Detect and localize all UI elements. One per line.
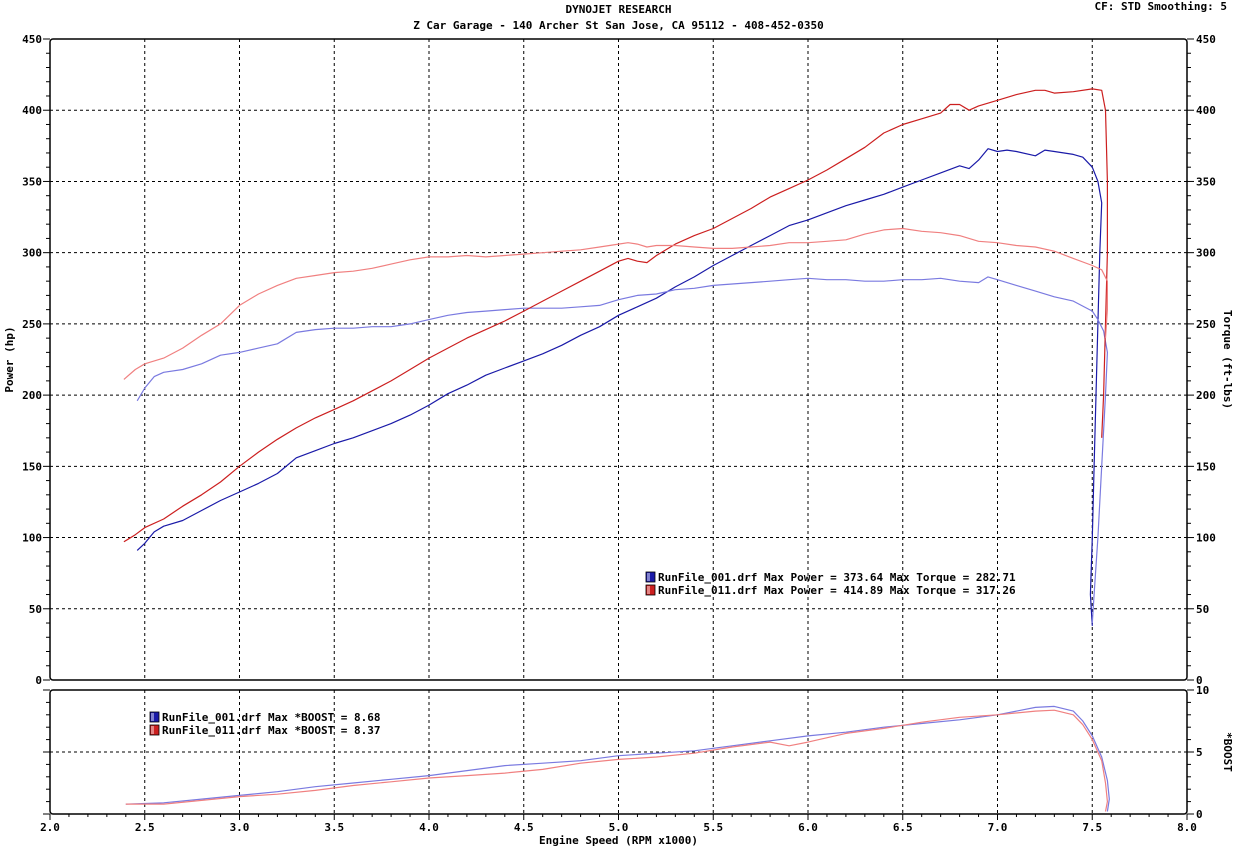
series-line-runfile011drf-torque (123, 227, 1108, 380)
boost-tick-label: 0 (1196, 808, 1203, 821)
x-tick-label: 3.5 (324, 821, 344, 834)
y2-tick-label: 350 (1196, 175, 1216, 188)
y-tick-label: 250 (22, 318, 42, 331)
boost-line-runfile011drf (125, 709, 1108, 812)
boost-axis-title: *BOOST (1221, 732, 1234, 772)
x-tick-label: 7.0 (988, 821, 1008, 834)
x-tick-label: 6.0 (798, 821, 818, 834)
legend-swatch-boost-shine (151, 713, 154, 721)
legend-entry-main: RunFile_011.drf Max Power = 414.89 Max T… (658, 584, 1016, 597)
legends: RunFile_001.drf Max Power = 373.64 Max T… (149, 571, 1016, 737)
x-axis-title: Engine Speed (RPM x1000) (539, 834, 698, 847)
x-tick-label: 5.5 (703, 821, 723, 834)
y2-tick-label: 100 (1196, 532, 1216, 545)
legend-entry-boost: RunFile_011.drf Max *BOOST = 8.37 (162, 724, 381, 737)
legend-swatch-main-fill (645, 571, 656, 583)
y2-tick-label: 50 (1196, 603, 1209, 616)
x-tick-label: 5.0 (609, 821, 629, 834)
legend-swatch-main-shine (647, 573, 650, 581)
y-tick-label: 350 (22, 175, 42, 188)
x-tick-label: 4.5 (514, 821, 534, 834)
dyno-settings: CF: STD Smoothing: 5 (1094, 0, 1227, 13)
y2-tick-label: 0 (1196, 674, 1203, 687)
legend-swatch-boost (149, 711, 160, 723)
y2-tick-label: 250 (1196, 318, 1216, 331)
y-tick-label: 0 (35, 674, 42, 687)
chart-title: DYNOJET RESEARCH (565, 3, 672, 16)
legend-swatch-main-fill (645, 584, 656, 596)
y2-tick-label: 200 (1196, 389, 1216, 402)
x-tick-label: 2.5 (135, 821, 155, 834)
series-line-runfile011drf-power (123, 88, 1108, 543)
boost-tick-label: 5 (1196, 746, 1203, 759)
y-tick-label: 200 (22, 389, 42, 402)
legend-entry-boost: RunFile_001.drf Max *BOOST = 8.68 (162, 711, 381, 724)
gridlines (50, 39, 1187, 814)
y-tick-label: 400 (22, 104, 42, 117)
x-tick-label: 8.0 (1177, 821, 1197, 834)
y-axis-title: Power (hp) (3, 326, 16, 392)
chart-subtitle: Z Car Garage - 140 Archer St San Jose, C… (413, 19, 824, 32)
x-tick-label: 7.5 (1082, 821, 1102, 834)
legend-swatch-main (645, 571, 656, 583)
y2-tick-label: 300 (1196, 247, 1216, 260)
series-line-runfile001drf-torque (136, 276, 1108, 624)
y2-axis-title: Torque (ft-lbs) (1221, 310, 1234, 409)
x-tick-label: 6.5 (893, 821, 913, 834)
legend-swatch-main (645, 584, 656, 596)
legend-swatch-boost-shine (151, 726, 154, 734)
y-tick-label: 450 (22, 33, 42, 46)
main-plot-frame (49, 38, 1188, 681)
legend-swatch-boost (149, 724, 160, 736)
x-tick-label: 4.0 (419, 821, 439, 834)
series-lines (123, 88, 1110, 812)
y-tick-label: 100 (22, 532, 42, 545)
x-tick-label: 2.0 (40, 821, 60, 834)
y2-tick-label: 400 (1196, 104, 1216, 117)
legend-swatch-boost-fill (149, 724, 160, 736)
y-tick-label: 50 (29, 603, 42, 616)
legend-swatch-main-shine (647, 586, 650, 594)
x-tick-label: 3.0 (230, 821, 250, 834)
y2-tick-label: 450 (1196, 33, 1216, 46)
y2-tick-label: 150 (1196, 460, 1216, 473)
boost-line-runfile001drf (125, 705, 1110, 812)
y-tick-label: 150 (22, 460, 42, 473)
boost-tick-label: 10 (1196, 684, 1209, 697)
legend-entry-main: RunFile_001.drf Max Power = 373.64 Max T… (658, 571, 1016, 584)
axis-ticks (43, 38, 1194, 820)
y-tick-label: 300 (22, 247, 42, 260)
legend-swatch-boost-fill (149, 711, 160, 723)
series-line-runfile001drf-power (136, 148, 1103, 626)
